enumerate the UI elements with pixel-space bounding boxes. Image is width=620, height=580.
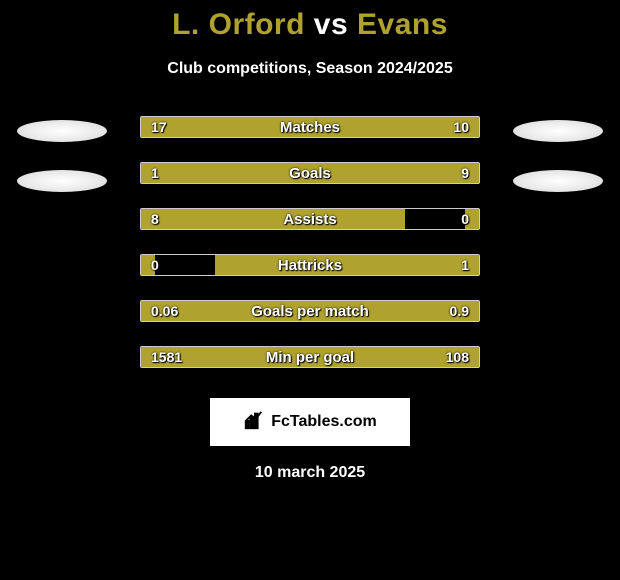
- brand-box: FcTables.com: [210, 398, 410, 446]
- bar-left: [141, 163, 209, 183]
- bar-right: [411, 347, 479, 367]
- bar-right: [209, 163, 479, 183]
- stat-row: Goals per match0.060.9: [140, 300, 480, 322]
- stat-row: Hattricks01: [140, 254, 480, 276]
- bar-left: [141, 255, 155, 275]
- date-label: 10 march 2025: [255, 464, 365, 482]
- stat-bars: Matches1710 Goals19 Assists80 Hattricks01 Go…: [140, 116, 480, 368]
- left-logos: [12, 116, 112, 192]
- bar-left: [141, 301, 226, 321]
- content-row: Matches1710 Goals19 Assists80 Hattricks01 Go…: [0, 116, 620, 368]
- team-logo-right-2: [513, 170, 603, 192]
- bar-right: [215, 255, 479, 275]
- bar-left: [141, 209, 405, 229]
- team-logo-right-1: [513, 120, 603, 142]
- page-title: L. Orford vs Evans: [172, 8, 448, 42]
- bar-right: [226, 301, 480, 321]
- comparison-container: L. Orford vs Evans Club competitions, Se…: [0, 0, 620, 580]
- bar-right: [465, 209, 479, 229]
- bar-right: [354, 117, 479, 137]
- stat-row: Assists80: [140, 208, 480, 230]
- player1-name: L. Orford: [172, 8, 305, 41]
- stat-row: Goals19: [140, 162, 480, 184]
- stat-row: Matches1710: [140, 116, 480, 138]
- right-logos: [508, 116, 608, 192]
- bar-left: [141, 117, 354, 137]
- vs-label: vs: [314, 8, 348, 41]
- team-logo-left-1: [17, 120, 107, 142]
- chart-icon: [243, 409, 265, 436]
- team-logo-left-2: [17, 170, 107, 192]
- player2-name: Evans: [357, 8, 448, 41]
- bar-left: [141, 347, 411, 367]
- subtitle: Club competitions, Season 2024/2025: [167, 60, 452, 78]
- stat-row: Min per goal1581108: [140, 346, 480, 368]
- brand-text: FcTables.com: [271, 413, 377, 431]
